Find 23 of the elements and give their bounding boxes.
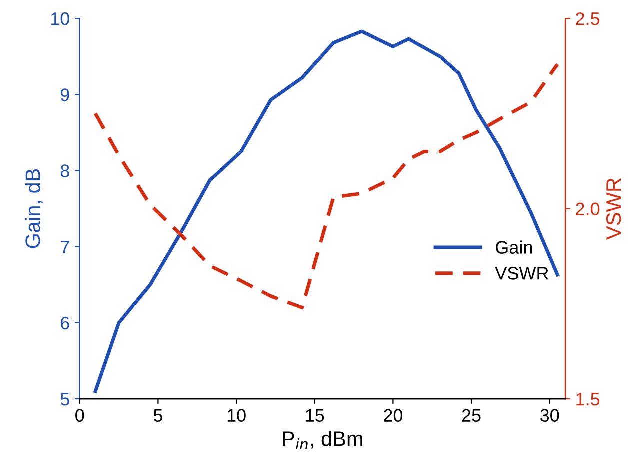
legend-label: Gain: [496, 240, 532, 254]
y-axis-title: Gain, dB: [25, 169, 43, 248]
legend-label: VSWR: [495, 267, 548, 280]
y-tick-label: 7: [61, 240, 70, 254]
x-tick-label: 0: [76, 409, 84, 422]
x-axis-title: P$_{in}$, dBm: [283, 431, 362, 450]
line-series: [94, 30, 560, 394]
y-tick-label: 10: [51, 12, 70, 26]
y-tick-label: 8: [60, 164, 70, 178]
y2-tick-label: 1.5: [576, 393, 600, 406]
x-tick-label: 20: [384, 409, 403, 422]
y-tick-label: 6: [61, 316, 70, 330]
x-tick-label: 10: [228, 409, 246, 422]
x-tick-label: 5: [154, 409, 162, 422]
y-tick-label: 5: [60, 393, 70, 406]
y2-tick-label: 2.5: [576, 12, 600, 26]
line-series: [94, 62, 560, 310]
x-tick-label: 30: [540, 409, 560, 422]
y-tick-label: 9: [60, 88, 70, 102]
x-tick-label: 15: [306, 409, 324, 422]
y2-axis-title: VSWR: [606, 178, 622, 240]
y2-tick-label: 2.0: [576, 202, 600, 216]
x-tick-label: 25: [462, 409, 481, 422]
